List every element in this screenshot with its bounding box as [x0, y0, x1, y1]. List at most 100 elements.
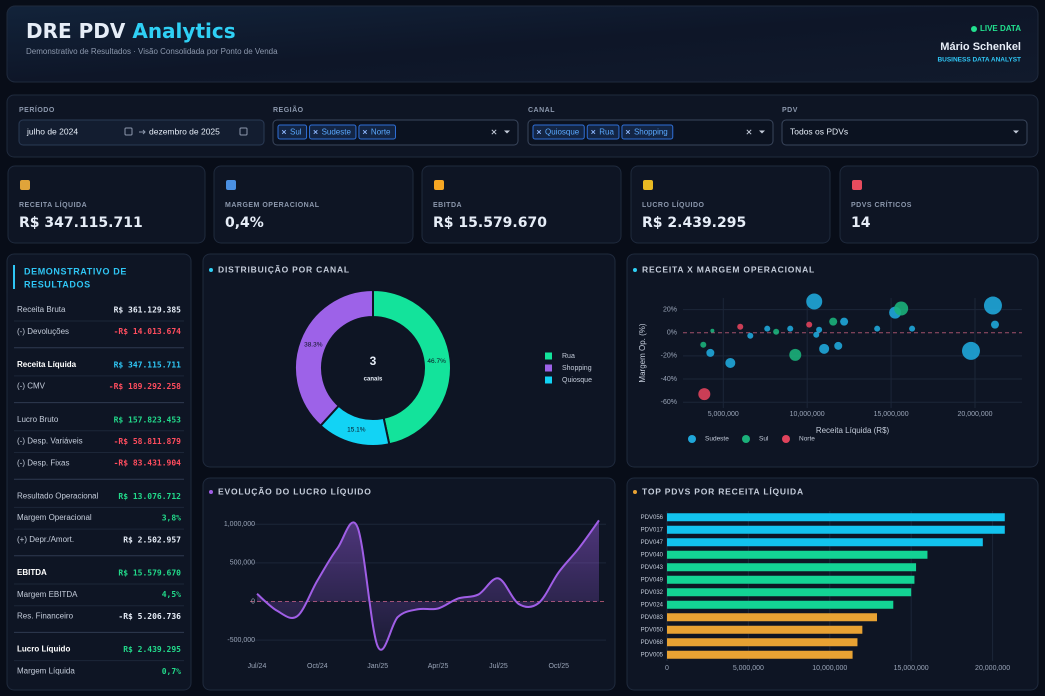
remove-icon — [362, 129, 368, 135]
dre-value: -R$ 189.292.258 — [109, 382, 181, 391]
scatter-point — [840, 317, 849, 326]
bar — [667, 550, 928, 559]
dre-value: R$ 13.076.712 — [118, 492, 181, 501]
filter-label: REGIÃO — [273, 105, 304, 114]
remove-icon — [591, 129, 596, 135]
tag-text: Shopping — [634, 128, 668, 137]
dre-label: Margem Líquida — [17, 666, 75, 675]
user-name: Mário Schenkel — [940, 41, 1021, 53]
dre-value: R$ 157.823.453 — [114, 415, 182, 424]
y-tick-label: PDV047 — [641, 540, 664, 546]
x-tick-label: Jul/25 — [489, 663, 508, 670]
filter-value: Todos os PDVs — [790, 126, 848, 136]
live-dot — [971, 26, 977, 32]
x-tick-label: Oct/25 — [548, 663, 569, 670]
dre-value: R$ 2.439.295 — [123, 645, 181, 654]
x-tick-label: 15,000,000 — [874, 411, 909, 418]
x-tick-label: 10,000,000 — [790, 411, 825, 418]
y-tick-label: PDV056 — [641, 515, 664, 521]
x-tick-label: 20,000,000 — [975, 665, 1010, 672]
kpi-value: 14 — [851, 215, 871, 231]
kpi-label: EBITDA — [433, 202, 462, 209]
kpi-card — [630, 165, 831, 244]
scatter-point — [806, 293, 823, 310]
chart-title: EVOLUÇÃO DO LUCRO LÍQUIDO — [218, 486, 372, 496]
kpi-value: R$ 15.579.670 — [433, 215, 547, 231]
dre-value: R$ 347.115.711 — [114, 360, 182, 369]
dre-label: Lucro Líquido — [17, 645, 70, 654]
bar — [667, 600, 894, 609]
bar — [667, 563, 917, 572]
dropdown-icon — [504, 130, 510, 134]
dre-accent — [13, 265, 15, 289]
y-tick-label: 0 — [251, 598, 255, 605]
scatter-point — [773, 328, 780, 335]
dre-value: R$ 15.579.670 — [118, 569, 181, 578]
dre-value: 4,5% — [162, 590, 181, 599]
dre-label: (-) Devoluções — [17, 327, 69, 336]
scatter-point — [806, 321, 813, 328]
scatter-point — [698, 388, 711, 401]
dre-label: (-) Desp. Variáveis — [17, 437, 83, 446]
dre-rows: Receita Bruta R$ 361.129.385 (-) Devoluçõe… — [14, 305, 184, 676]
chart-title: DISTRIBUIÇÃO POR CANAL — [218, 264, 350, 274]
remove-icon — [536, 129, 542, 135]
tag-chip — [309, 124, 357, 140]
scatter-point — [706, 348, 715, 357]
bar — [667, 625, 863, 634]
dropdown-icon — [1013, 130, 1019, 134]
kpi-label: RECEITA LÍQUIDA — [19, 200, 87, 209]
legend-label: Sudeste — [705, 436, 729, 443]
kpi-card — [7, 165, 206, 244]
x-tick-label: 10,000,000 — [812, 665, 847, 672]
y-tick-label: PDV049 — [641, 577, 664, 583]
bar — [667, 538, 983, 547]
range-arrow — [139, 129, 146, 135]
kpi-label: PDVS CRÍTICOS — [851, 200, 912, 209]
x-tick-label: Apr/25 — [428, 663, 449, 670]
x-tick-label: 5,000,000 — [733, 665, 764, 672]
title-dot — [633, 268, 637, 272]
kpi-label: MARGEM OPERACIONAL — [225, 202, 320, 209]
header-panel — [6, 5, 1039, 83]
scatter-point — [909, 325, 916, 332]
filter-tag: Norte — [358, 124, 396, 140]
legend-swatch — [545, 352, 552, 360]
legend-label: Sul — [759, 436, 769, 443]
kpi-icon — [643, 180, 653, 190]
donut-center-value: 3 — [370, 354, 377, 368]
remove-icon — [281, 129, 287, 135]
x-tick-label: Jul/24 — [248, 663, 267, 670]
kpis: RECEITA LÍQUIDA R$ 347.115.711 MARGEM OPER… — [7, 165, 1039, 244]
x-tick-label: 5,000,000 — [708, 411, 739, 418]
tag-chip — [586, 124, 620, 140]
title-dot — [209, 490, 213, 494]
dre-value: R$ 361.129.385 — [114, 306, 182, 315]
profit-line — [256, 519, 600, 651]
kpi-label: LUCRO LÍQUIDO — [642, 200, 705, 209]
remove-icon — [746, 129, 752, 135]
filter-panel — [6, 94, 1039, 158]
donut-panel — [202, 253, 616, 468]
live-status: LIVE DATA — [980, 24, 1021, 33]
bar — [667, 638, 858, 647]
dre-value: -R$ 5.206.736 — [118, 612, 181, 621]
tag-chip — [621, 124, 674, 140]
tag-chip — [358, 124, 396, 140]
kpi-card — [213, 165, 414, 244]
y-tick-label: 0% — [667, 330, 677, 337]
y-tick-label: PDV005 — [641, 652, 664, 658]
dre-value: 0,7% — [162, 667, 181, 676]
filter-tag: Shopping — [621, 124, 674, 140]
subtitle: Demonstrativo de Resultados · Visão Cons… — [26, 47, 278, 56]
y-tick-label: 1,000,000 — [224, 521, 255, 528]
bar — [667, 650, 853, 659]
bar — [667, 575, 915, 584]
slice-label: 38.3% — [304, 342, 323, 349]
title-dot — [633, 490, 637, 494]
remove-icon — [625, 129, 631, 135]
scatter-point — [819, 343, 830, 354]
dre-label: Resultado Operacional — [17, 492, 99, 501]
slice-label: 46.7% — [427, 358, 446, 365]
scatter-point — [874, 325, 881, 332]
